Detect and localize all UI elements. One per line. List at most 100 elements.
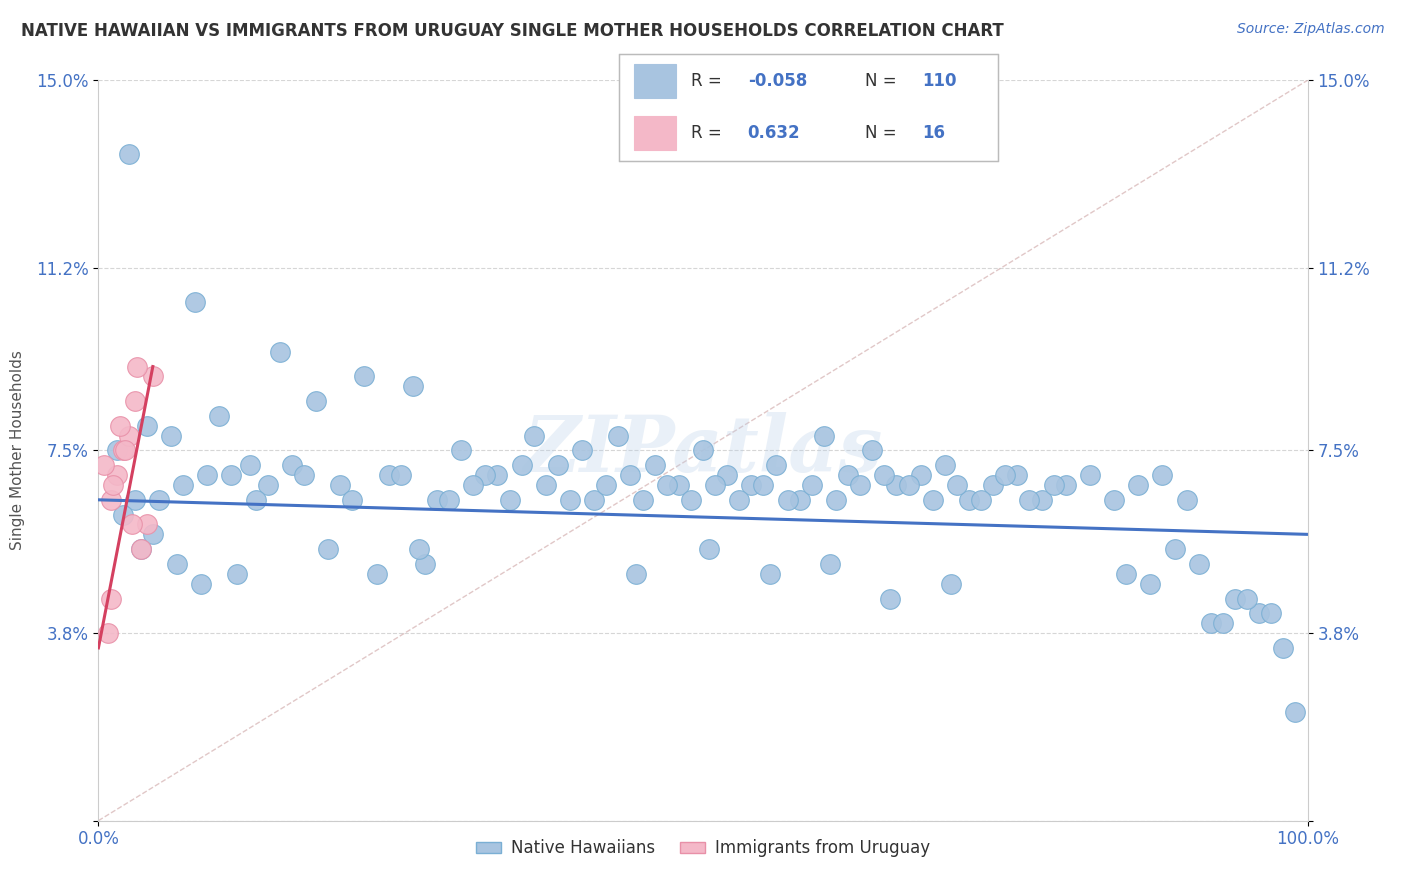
Point: [148, 492, 170, 507]
Point: [1163, 542, 1185, 557]
Point: [1078, 468, 1101, 483]
Text: 16: 16: [922, 124, 945, 142]
Point: [752, 478, 775, 492]
Text: 0.632: 0.632: [748, 124, 800, 142]
Point: [849, 478, 872, 492]
Point: [800, 478, 823, 492]
Point: [221, 468, 243, 483]
Point: [1223, 591, 1246, 606]
Point: [583, 492, 606, 507]
Point: [644, 458, 666, 473]
Point: [316, 542, 339, 557]
Point: [474, 468, 496, 483]
Point: [118, 428, 141, 442]
Point: [1128, 478, 1150, 492]
Point: [692, 443, 714, 458]
Point: [1152, 468, 1174, 483]
Point: [619, 468, 641, 483]
Point: [114, 443, 136, 458]
Point: [1175, 492, 1198, 507]
Point: [1102, 492, 1125, 507]
Point: [486, 468, 509, 483]
Point: [728, 492, 751, 507]
Point: [226, 566, 249, 581]
Point: [523, 428, 546, 442]
Point: [172, 478, 194, 492]
Point: [765, 458, 787, 473]
Point: [184, 295, 207, 310]
Point: [100, 591, 122, 606]
Point: [166, 557, 188, 571]
Text: N =: N =: [866, 72, 903, 90]
Point: [342, 492, 364, 507]
Point: [776, 492, 799, 507]
Point: [353, 369, 375, 384]
Point: [704, 478, 727, 492]
Point: [873, 468, 896, 483]
Point: [510, 458, 533, 473]
Point: [879, 591, 901, 606]
Point: [97, 626, 120, 640]
Point: [631, 492, 654, 507]
Point: [886, 478, 908, 492]
Point: [329, 478, 352, 492]
Point: [1054, 478, 1077, 492]
Point: [129, 542, 152, 557]
Point: [118, 147, 141, 161]
Point: [994, 468, 1017, 483]
Point: [813, 428, 835, 442]
Text: R =: R =: [690, 72, 727, 90]
Point: [534, 478, 557, 492]
Point: [1018, 492, 1040, 507]
Point: [558, 492, 581, 507]
Bar: [634, 116, 675, 150]
Point: [716, 468, 738, 483]
Point: [946, 478, 969, 492]
Point: [142, 527, 165, 541]
Point: [837, 468, 859, 483]
Point: [740, 478, 762, 492]
Point: [571, 443, 593, 458]
Point: [256, 478, 278, 492]
Point: [402, 379, 425, 393]
Point: [463, 478, 485, 492]
Point: [142, 369, 165, 384]
Point: [910, 468, 932, 483]
Point: [239, 458, 262, 473]
Point: [1042, 478, 1064, 492]
Point: [934, 458, 956, 473]
Point: [970, 492, 993, 507]
Point: [607, 428, 630, 442]
Text: N =: N =: [866, 124, 903, 142]
Point: [626, 566, 648, 581]
Point: [818, 557, 841, 571]
Point: [789, 492, 811, 507]
Point: [269, 344, 291, 359]
Point: [366, 566, 388, 581]
Point: [389, 468, 412, 483]
Point: [498, 492, 520, 507]
Point: [1236, 591, 1258, 606]
Y-axis label: Single Mother Households: Single Mother Households: [10, 351, 25, 550]
Point: [939, 576, 962, 591]
Point: [121, 517, 143, 532]
Point: [758, 566, 780, 581]
Point: [111, 508, 134, 522]
Legend: Native Hawaiians, Immigrants from Uruguay: Native Hawaiians, Immigrants from Urugua…: [470, 833, 936, 864]
Point: [437, 492, 460, 507]
Point: [668, 478, 690, 492]
Point: [697, 542, 720, 557]
Text: Source: ZipAtlas.com: Source: ZipAtlas.com: [1237, 22, 1385, 37]
Point: [377, 468, 399, 483]
Text: R =: R =: [690, 124, 733, 142]
Point: [897, 478, 920, 492]
Point: [208, 409, 231, 423]
Point: [127, 359, 149, 374]
Point: [426, 492, 449, 507]
Point: [1212, 616, 1234, 631]
Point: [1199, 616, 1222, 631]
Bar: [634, 64, 675, 98]
Point: [1139, 576, 1161, 591]
Point: [860, 443, 883, 458]
Point: [101, 478, 124, 492]
